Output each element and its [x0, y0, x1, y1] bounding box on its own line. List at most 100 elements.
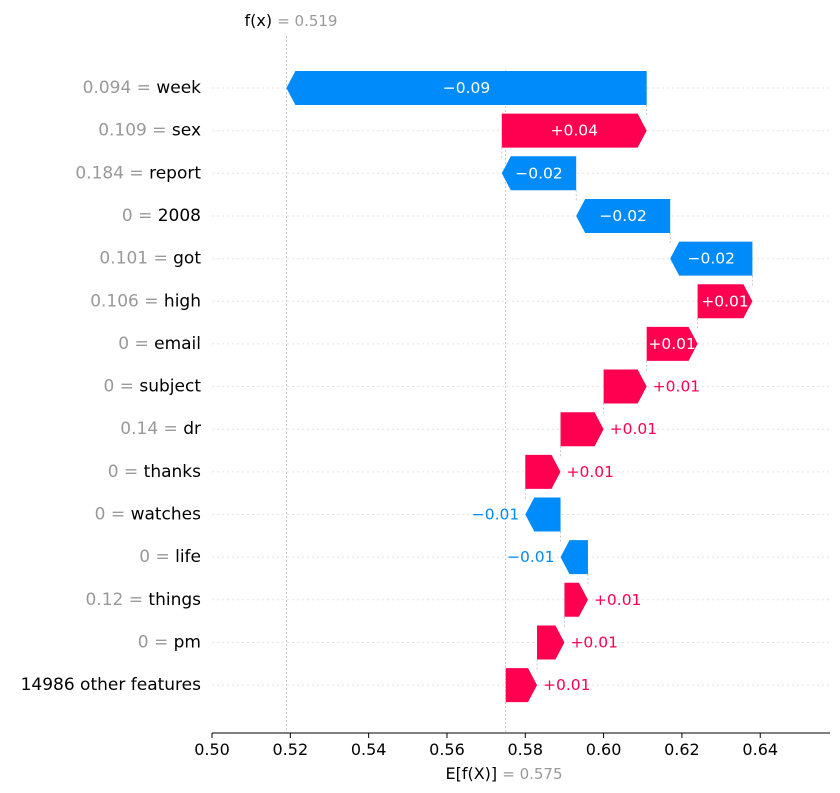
- fx-value: 0.519: [295, 12, 338, 30]
- bar-value-label: +0.01: [570, 633, 618, 651]
- feature-equals: =: [106, 505, 131, 525]
- fx-equals: =: [277, 12, 294, 30]
- feature-label: 0 = subject: [103, 377, 201, 397]
- feature-name: things: [148, 590, 201, 610]
- feature-equals: =: [147, 121, 172, 141]
- feature-value: 0: [139, 547, 150, 567]
- feature-label: 0 = thanks: [108, 462, 201, 482]
- x-tick-label: 0.50: [194, 740, 230, 759]
- bar-pm: [537, 625, 565, 660]
- x-tick-label: 0.52: [273, 740, 309, 759]
- feature-name: 2008: [158, 206, 201, 226]
- feature-name: pm: [174, 632, 201, 652]
- feature-equals: =: [150, 547, 175, 567]
- feature-equals: =: [123, 590, 148, 610]
- feature-name: email: [154, 334, 201, 354]
- feature-value: 0: [95, 505, 106, 525]
- feature-label: 0 = watches: [95, 505, 201, 525]
- feature-name: week: [156, 78, 201, 98]
- contribution-bars: −0.09 +0.04 −0.02 −0.02 −0.02 +0.01 +0.01 +0.01…: [286, 71, 753, 703]
- feature-name: life: [175, 547, 201, 567]
- feature-name: high: [164, 291, 201, 311]
- feature-value: 0.184: [75, 163, 124, 183]
- feature-value: 0: [122, 206, 133, 226]
- x-tick-label: 0.62: [664, 740, 700, 759]
- feature-value: 0.094: [83, 78, 132, 98]
- bar-thanks: [525, 454, 561, 489]
- feature-name: 14986 other features: [21, 675, 202, 695]
- x-axis: 0.50 0.52 0.54 0.56 0.58 0.60 0.62 0.64: [194, 732, 830, 759]
- feature-value: 0.101: [99, 249, 148, 269]
- feature-label: 14986 other features: [21, 675, 202, 695]
- feature-value: 0.12: [85, 590, 123, 610]
- feature-value: 0.106: [90, 291, 139, 311]
- feature-name: report: [149, 163, 201, 183]
- bar-value-label: +0.01: [543, 676, 591, 694]
- bar-report: [501, 156, 577, 191]
- bar-life: [560, 540, 588, 575]
- feature-equals: =: [129, 334, 154, 354]
- bar-value-label: +0.01: [701, 292, 749, 310]
- x-tick-label: 0.60: [586, 740, 622, 759]
- expected-value-label: E[f(X)]: [445, 764, 497, 783]
- feature-name: dr: [183, 419, 201, 439]
- feature-label: 0 = pm: [138, 632, 201, 652]
- feature-equals: =: [119, 462, 144, 482]
- expected-value-equals: =: [502, 765, 519, 783]
- feature-name: thanks: [144, 462, 201, 482]
- bar-sex: [501, 113, 647, 148]
- bar-value-label: +0.01: [610, 420, 658, 438]
- bar-value-label: −0.09: [443, 79, 491, 97]
- feature-label: 0.184 = report: [75, 163, 201, 183]
- feature-equals: =: [133, 206, 158, 226]
- feature-label: 0.14 = dr: [120, 419, 201, 439]
- feature-equals: =: [114, 377, 139, 397]
- bar-watches: [525, 497, 561, 532]
- feature-value: 0.14: [120, 419, 158, 439]
- feature-label: 0.12 = things: [85, 590, 201, 610]
- fx-annotation: f(x) = 0.519: [245, 11, 338, 30]
- feature-equals: =: [148, 249, 173, 269]
- feature-name: subject: [139, 377, 201, 397]
- x-tick-label: 0.58: [507, 740, 543, 759]
- bar-14986-other-features: [505, 668, 538, 703]
- feature-label: 0 = email: [118, 334, 201, 354]
- bar-email: [646, 326, 698, 361]
- bar-2008: [576, 198, 671, 233]
- feature-value: 0: [108, 462, 119, 482]
- bar-value-label: +0.01: [648, 335, 696, 353]
- feature-equals: =: [139, 291, 164, 311]
- feature-equals: =: [158, 419, 183, 439]
- feature-value: 0: [118, 334, 129, 354]
- reference-lines: [286, 36, 753, 733]
- bar-week: [286, 71, 647, 105]
- feature-label: 0.109 = sex: [98, 121, 201, 141]
- bar-things: [564, 582, 588, 617]
- bar-value-label: −0.01: [507, 548, 555, 566]
- bar-value-label: −0.02: [599, 207, 647, 225]
- bar-value-label: +0.01: [567, 463, 615, 481]
- feature-value: 0: [138, 632, 149, 652]
- bar-value-label: +0.01: [653, 378, 701, 396]
- feature-value: 0.109: [98, 121, 147, 141]
- bar-value-label: −0.01: [472, 506, 520, 524]
- bar-got: [670, 241, 753, 276]
- feature-equals: =: [149, 632, 174, 652]
- feature-label: 0.101 = got: [99, 249, 201, 269]
- x-tick-label: 0.56: [429, 740, 465, 759]
- feature-label: 0.106 = high: [90, 291, 201, 311]
- bar-subject: [603, 369, 647, 404]
- feature-name: sex: [172, 121, 201, 141]
- expected-value-annotation: E[f(X)] = 0.575: [445, 764, 562, 783]
- bar-high: [697, 284, 753, 319]
- x-tick-label: 0.64: [742, 740, 778, 759]
- bar-value-label: −0.02: [515, 164, 563, 182]
- feature-value: 0: [103, 377, 114, 397]
- fx-label: f(x): [245, 11, 273, 30]
- feature-labels: 0.094 = week 0.109 = sex 0.184 = report 0 =…: [21, 78, 202, 695]
- feature-name: watches: [131, 505, 202, 525]
- x-tick-label: 0.54: [351, 740, 387, 759]
- feature-label: 0.094 = week: [83, 78, 202, 98]
- bar-value-label: +0.01: [594, 591, 642, 609]
